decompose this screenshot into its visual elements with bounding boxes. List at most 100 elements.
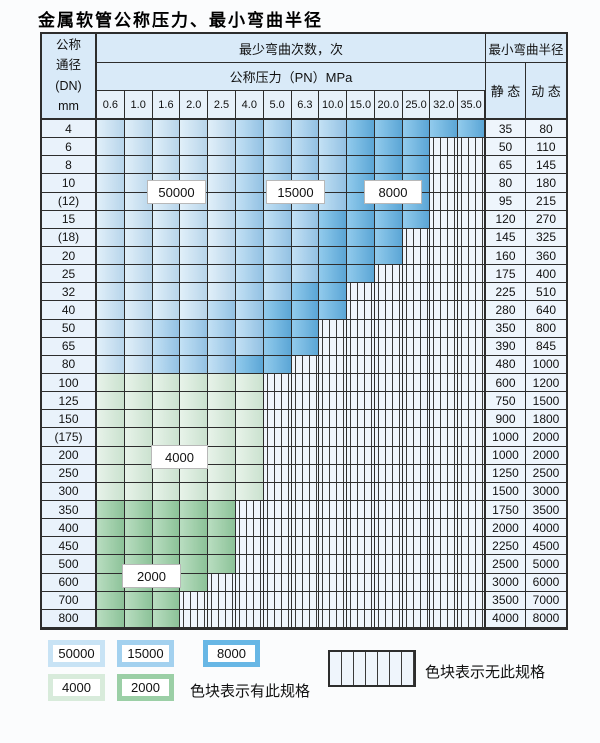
spec-cell [235, 446, 264, 465]
spec-cell [430, 156, 459, 175]
spec-cell [97, 573, 125, 592]
spec-cell [152, 337, 181, 356]
legend-swatch-label: 50000 [53, 645, 100, 662]
spec-cell [319, 319, 348, 338]
row-dn-label: 450 [42, 537, 97, 556]
spec-cell [208, 519, 236, 538]
spec-cell [291, 591, 320, 610]
spec-cell [152, 591, 181, 610]
spec-cell [291, 319, 320, 338]
spec-cell [208, 156, 236, 175]
spec-cell [291, 265, 320, 284]
static-radius-value: 350 [486, 319, 526, 338]
spec-cell [263, 373, 292, 393]
spec-cell [180, 246, 209, 266]
spec-cell [374, 464, 403, 483]
dynamic-radius-value: 1500 [526, 392, 566, 411]
spec-cell [208, 192, 236, 211]
dynamic-radius-value: 4500 [526, 537, 566, 556]
spec-cell [97, 609, 125, 628]
nominal-pressure-header: 公称压力（PN）MPa [97, 63, 486, 91]
spec-cell [458, 392, 486, 411]
spec-cell [208, 373, 236, 393]
spec-cell [430, 464, 459, 483]
static-radius-value: 900 [486, 410, 526, 429]
spec-cell [235, 537, 264, 556]
spec-cell [319, 192, 348, 211]
spec-cell [347, 355, 375, 374]
spec-cell [180, 428, 209, 447]
spec-cell [402, 373, 431, 393]
spec-cell [430, 555, 459, 574]
spec-cell [319, 519, 348, 538]
spec-cell [97, 591, 125, 610]
pressure-col-header: 4.0 [235, 91, 264, 120]
spec-cell [235, 210, 264, 229]
spec-cell [97, 555, 125, 574]
spec-cell [97, 500, 125, 520]
static-radius-value: 160 [486, 246, 526, 266]
spec-cell [208, 591, 236, 610]
dynamic-radius-value: 360 [526, 246, 566, 266]
spec-cell [263, 265, 292, 284]
spec-cell [180, 355, 209, 374]
static-radius-value: 2250 [486, 537, 526, 556]
spec-cell [208, 482, 236, 501]
spec-cell [458, 192, 486, 211]
dynamic-radius-value: 2000 [526, 446, 566, 465]
spec-cell [430, 319, 459, 338]
spec-cell [235, 174, 264, 193]
spec-cell [374, 120, 403, 139]
spec-cell [347, 337, 375, 356]
spec-cell [180, 591, 209, 610]
static-radius-value: 3000 [486, 573, 526, 592]
row-dn-label: 10 [42, 174, 97, 193]
min-bend-cycles-header: 最少弯曲次数，次 [97, 34, 486, 63]
spec-cell [235, 373, 264, 393]
spec-cell [263, 228, 292, 247]
spec-cell [208, 609, 236, 628]
dynamic-radius-value: 8000 [526, 609, 566, 628]
spec-cell [430, 410, 459, 429]
spec-cell [152, 537, 181, 556]
legend-swatch-2000: 2000 [117, 674, 174, 701]
spec-cell [430, 210, 459, 229]
spec-cell [347, 120, 375, 139]
spec-cell [319, 573, 348, 592]
spec-cell [124, 500, 153, 520]
spec-cell [402, 355, 431, 374]
spec-cell [430, 174, 459, 193]
spec-cell [152, 265, 181, 284]
spec-cell [374, 246, 403, 266]
spec-cell [152, 301, 181, 320]
spec-cell [458, 120, 486, 139]
spec-cell [458, 410, 486, 429]
spec-cell [208, 283, 236, 302]
spec-cell [97, 283, 125, 302]
spec-cell [97, 192, 125, 211]
spec-cell [263, 392, 292, 411]
spec-cell [97, 392, 125, 411]
static-column-header: 静 态 [486, 63, 526, 120]
static-radius-value: 65 [486, 156, 526, 175]
spec-cell [97, 373, 125, 393]
spec-cell [430, 537, 459, 556]
spec-cell [291, 120, 320, 139]
spec-cell [374, 210, 403, 229]
spec-cell [235, 156, 264, 175]
row-dn-label: 6 [42, 138, 97, 157]
spec-cell [235, 246, 264, 266]
legend-swatch-4000: 4000 [48, 674, 105, 701]
spec-cell [152, 319, 181, 338]
spec-cell [402, 301, 431, 320]
spec-cell [152, 355, 181, 374]
spec-cell [319, 464, 348, 483]
spec-cell [263, 555, 292, 574]
spec-cell [430, 192, 459, 211]
spec-cell [458, 283, 486, 302]
spec-cell [97, 428, 125, 447]
spec-cell [347, 392, 375, 411]
spec-cell [458, 464, 486, 483]
dynamic-radius-value: 7000 [526, 591, 566, 610]
spec-cell [347, 373, 375, 393]
